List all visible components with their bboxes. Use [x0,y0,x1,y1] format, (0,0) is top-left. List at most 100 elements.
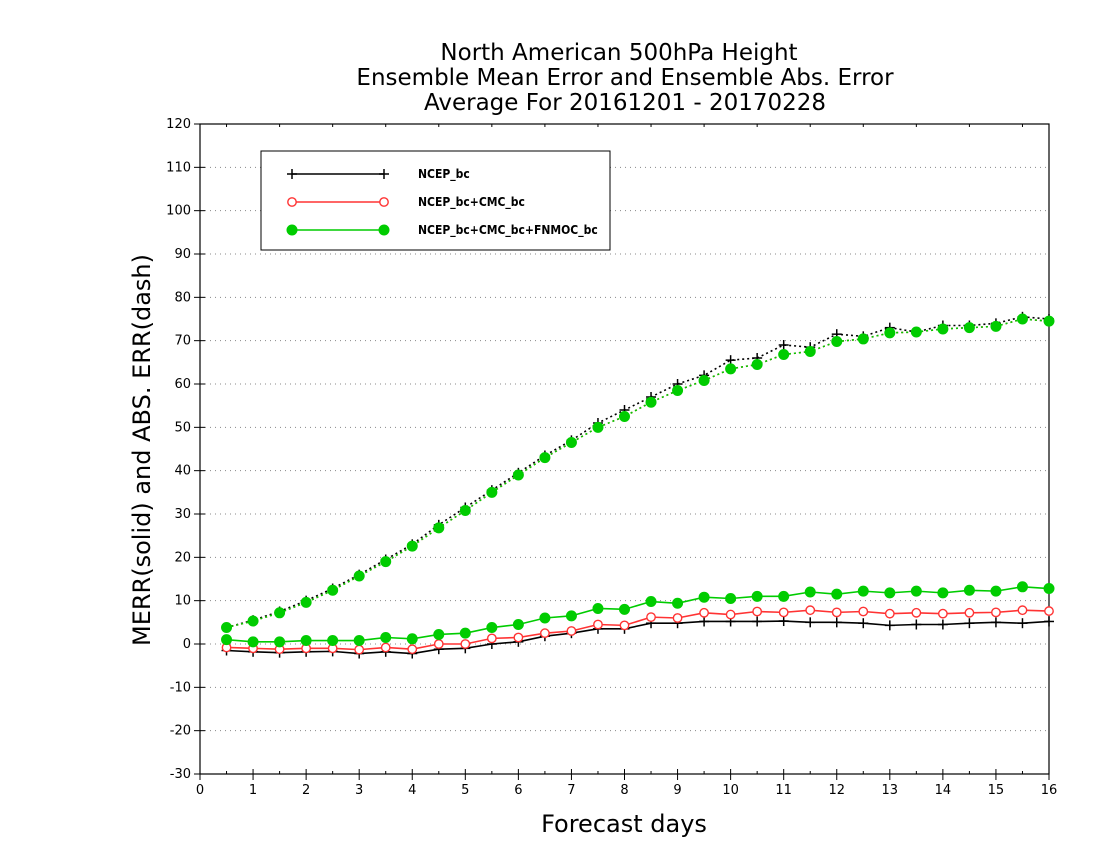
merr-point-ncep-bc-cmc-bc-fnmoc-bc [459,627,471,639]
legend-marker-end-ncep-bc-cmc-bc [379,197,389,207]
merr-point-ncep-bc-cmc-bc-fnmoc-bc [937,587,949,599]
abs-err-point-ncep-bc-cmc-bc-fnmoc-bc [751,359,763,370]
merr-point-ncep-bc [805,617,816,628]
merr-point-ncep-bc-cmc-bc-fnmoc-bc [619,603,630,615]
y-tick-label-100: 100 [166,204,191,219]
abs-err-point-ncep-bc-cmc-bc-fnmoc-bc [459,505,471,517]
x-tick-label-8: 8 [620,783,628,798]
abs-err-point-ncep-bc-cmc-bc-fnmoc-bc [619,411,630,422]
merr-point-ncep-bc-cmc-bc [513,632,524,643]
abs-err-point-ncep-bc-cmc-bc-fnmoc-bc [1043,315,1055,327]
x-tick-label-14: 14 [935,783,952,798]
abs-err-point-ncep-bc-cmc-bc-fnmoc-bc [884,327,896,339]
legend-entry-ncep-bc: NCEP_bc [287,167,470,182]
abs-err-point-ncep-bc-cmc-bc-fnmoc-bc [327,584,339,596]
merr-point-ncep-bc-cmc-bc [407,644,418,655]
merr-point-ncep-bc-cmc-bc [646,612,656,623]
merr-point-ncep-bc-cmc-bc [619,620,630,631]
merr-point-ncep-bc-cmc-bc [593,619,603,630]
abs-err-point-ncep-bc-cmc-bc-fnmoc-bc [565,437,577,448]
merr-point-ncep-bc-cmc-bc-fnmoc-bc [565,610,577,622]
abs-err-point-ncep-bc-cmc-bc-fnmoc-bc [433,522,445,534]
merr-point-ncep-bc-cmc-bc-fnmoc-bc [1043,583,1055,595]
merr-point-ncep-bc-cmc-bc-fnmoc-bc [698,591,710,603]
series-abs-err-ncep-bc-cmc-bc-fnmoc-bc [221,313,1055,634]
merr-point-ncep-bc-cmc-bc [937,608,948,619]
abs-err-point-ncep-bc-cmc-bc-fnmoc-bc [353,570,365,582]
merr-point-ncep-bc-cmc-bc-fnmoc-bc [433,628,445,640]
abs-err-point-ncep-bc-cmc-bc-fnmoc-bc [592,421,604,433]
merr-point-ncep-bc-cmc-bc-fnmoc-bc [353,635,365,647]
x-tick-label-12: 12 [828,783,845,798]
merr-point-ncep-bc [1017,618,1028,629]
merr-line-ncep-bc-cmc-bc-fnmoc-bc [226,585,1050,643]
merr-point-ncep-bc-cmc-bc [964,607,975,618]
legend-marker-start-ncep-bc [287,169,297,179]
y-tick-label-50: 50 [174,420,191,435]
x-tick-label-11: 11 [775,783,792,798]
legend-marker-end-ncep-bc [379,169,389,179]
series-merr-ncep-bc [221,616,1054,659]
merr-point-ncep-bc-cmc-bc [460,639,471,649]
abs-err-point-ncep-bc-cmc-bc-fnmoc-bc [1016,313,1028,325]
series-layer [221,311,1055,659]
abs-err-point-ncep-bc-cmc-bc-fnmoc-bc [221,622,233,634]
merr-point-ncep-bc-cmc-bc [380,642,391,653]
legend-label-ncep-bc: NCEP_bc [418,167,470,182]
merr-point-ncep-bc-cmc-bc-fnmoc-bc [327,635,339,647]
x-tick-label-2: 2 [302,783,310,798]
abs-err-point-ncep-bc-cmc-bc-fnmoc-bc [672,385,684,396]
merr-point-ncep-bc-cmc-bc [486,633,497,644]
merr-point-ncep-bc-cmc-bc-fnmoc-bc [831,588,843,600]
x-tick-label-16: 16 [1041,783,1058,798]
x-tick-label-6: 6 [514,783,522,798]
abs-err-line-ncep-bc [226,316,1050,629]
merr-point-ncep-bc-cmc-bc [858,606,869,617]
series-abs-err-ncep-bc [221,311,1054,633]
legend-entry-ncep-bc-cmc-bc-fnmoc-bc: NCEP_bc+CMC_bc+FNMOC_bc [286,223,598,238]
abs-err-point-ncep-bc-cmc-bc-fnmoc-bc [539,452,551,464]
abs-err-point-ncep-bc-cmc-bc-fnmoc-bc [937,323,949,335]
merr-point-ncep-bc-cmc-bc-fnmoc-bc [300,635,312,647]
merr-point-ncep-bc-cmc-bc [911,607,922,618]
series-merr-ncep-bc-cmc-bc [221,605,1054,655]
merr-point-ncep-bc-cmc-bc-fnmoc-bc [963,584,975,596]
abs-err-point-ncep-bc-cmc-bc-fnmoc-bc [300,596,312,608]
legend-marker-start-ncep-bc-cmc-bc [287,197,297,207]
merr-point-ncep-bc-cmc-bc-fnmoc-bc [990,585,1002,597]
title-line-3: Average For 20161201 - 20170228 [424,90,826,116]
y-tick-label--10: -10 [170,680,191,695]
merr-point-ncep-bc-cmc-bc-fnmoc-bc [274,636,286,648]
abs-err-point-ncep-bc-cmc-bc-fnmoc-bc [645,396,657,408]
abs-err-line-ncep-bc-cmc-bc-fnmoc-bc [226,318,1050,629]
merr-point-ncep-bc-cmc-bc-fnmoc-bc [778,590,790,602]
y-tick-label-10: 10 [174,594,191,609]
merr-point-ncep-bc-cmc-bc [1044,606,1054,616]
x-tick-label-13: 13 [882,783,899,798]
y-tick-label-70: 70 [174,334,191,349]
merr-point-ncep-bc-cmc-bc-fnmoc-bc [406,633,418,645]
abs-err-point-ncep-bc-cmc-bc-fnmoc-bc [857,333,869,345]
abs-err-point-ncep-bc-cmc-bc-fnmoc-bc [406,540,418,552]
merr-point-ncep-bc-cmc-bc [778,607,789,618]
y-tick-label-20: 20 [174,550,191,565]
merr-point-ncep-bc-cmc-bc-fnmoc-bc [486,622,498,634]
x-tick-label-7: 7 [567,783,575,798]
merr-point-ncep-bc-cmc-bc [991,607,1001,618]
merr-point-ncep-bc [964,618,975,629]
legend-box [260,150,611,251]
merr-point-ncep-bc-cmc-bc [1017,605,1028,616]
merr-point-ncep-bc-cmc-bc-fnmoc-bc [221,634,233,646]
y-tick-label--30: -30 [170,767,191,782]
legend-marker-start-ncep-bc-cmc-bc-fnmoc-bc [286,224,298,236]
merr-point-ncep-bc [990,617,1001,628]
merr-point-ncep-bc-cmc-bc [540,628,550,639]
x-tick-label-5: 5 [461,783,469,798]
legend-label-ncep-bc-cmc-bc-fnmoc-bc: NCEP_bc+CMC_bc+FNMOC_bc [418,223,598,238]
abs-err-point-ncep-bc-cmc-bc-fnmoc-bc [512,469,524,481]
merr-point-ncep-bc [778,616,789,627]
merr-point-ncep-bc [831,617,842,628]
y-tick-label--20: -20 [170,724,191,739]
abs-err-point-ncep-bc-cmc-bc-fnmoc-bc [804,346,816,357]
grid-lines [200,166,1049,732]
